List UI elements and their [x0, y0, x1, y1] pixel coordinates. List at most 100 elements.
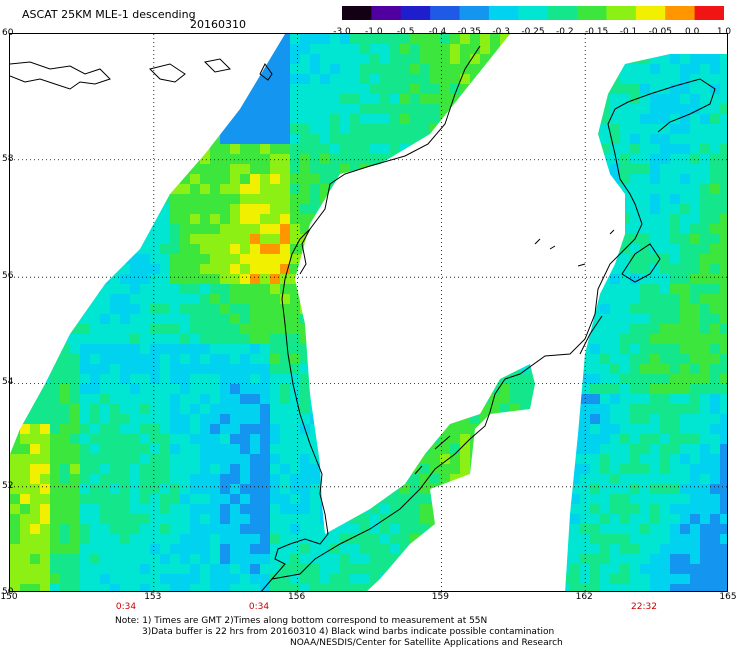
data-cell [460, 464, 470, 474]
data-cell [680, 414, 690, 424]
data-cell [470, 184, 480, 194]
data-cell [360, 194, 370, 204]
data-cell [530, 414, 535, 424]
data-cell [90, 424, 100, 434]
data-cell [290, 504, 300, 514]
data-cell [410, 544, 420, 554]
data-cell [700, 464, 710, 474]
data-cell [230, 144, 240, 154]
data-cell [710, 244, 720, 254]
data-cell [400, 94, 410, 104]
data-cell [120, 344, 130, 354]
data-cell [530, 34, 535, 44]
data-cell [120, 84, 130, 94]
data-cell [190, 354, 200, 364]
data-cell [130, 284, 140, 294]
data-cell [30, 474, 40, 484]
data-cell [250, 234, 260, 244]
data-cell [150, 224, 160, 234]
data-cell [180, 394, 190, 404]
data-cell [70, 164, 80, 174]
data-cell [700, 124, 710, 134]
data-cell [380, 294, 390, 304]
data-cell [680, 84, 690, 94]
data-cell [410, 474, 420, 484]
data-cell [370, 274, 380, 284]
data-cell [140, 424, 150, 434]
data-cell [460, 284, 470, 294]
data-cell [570, 574, 580, 584]
data-cell [250, 384, 260, 394]
data-cell [530, 104, 535, 114]
data-cell [470, 434, 480, 444]
data-cell [390, 394, 400, 404]
data-cell [180, 94, 190, 104]
data-cell [410, 174, 420, 184]
data-cell [620, 34, 630, 44]
data-cell [370, 124, 380, 134]
data-cell [610, 354, 620, 364]
data-cell [210, 274, 220, 284]
data-cell [100, 44, 110, 54]
data-cell [210, 414, 220, 424]
data-cell [440, 54, 450, 64]
data-cell [80, 404, 90, 414]
data-cell [110, 364, 120, 374]
data-cell [590, 144, 600, 154]
data-cell [380, 554, 390, 564]
data-cell [270, 394, 280, 404]
data-cell [640, 154, 650, 164]
data-cell [380, 364, 390, 374]
data-cell [520, 294, 530, 304]
data-cell [40, 474, 50, 484]
data-cell [620, 504, 630, 514]
data-cell [80, 424, 90, 434]
data-cell [100, 134, 110, 144]
data-cell [565, 524, 570, 534]
data-cell [250, 414, 260, 424]
data-cell [630, 564, 640, 574]
data-cell [510, 94, 520, 104]
data-cell [410, 274, 420, 284]
data-cell [60, 274, 70, 284]
data-cell [700, 74, 710, 84]
data-cell [350, 44, 360, 54]
data-cell [610, 434, 620, 444]
data-cell [430, 484, 440, 494]
data-cell [330, 44, 340, 54]
data-cell [510, 514, 520, 524]
data-cell [10, 514, 20, 524]
data-cell [720, 544, 727, 554]
data-cell [50, 334, 60, 344]
data-cell [660, 54, 670, 64]
data-cell [40, 114, 50, 124]
data-cell [460, 384, 470, 394]
data-cell [370, 174, 380, 184]
data-cell [300, 504, 310, 514]
data-cell [150, 144, 160, 154]
data-cell [270, 354, 280, 364]
data-cell [90, 204, 100, 214]
data-cell [220, 274, 230, 284]
data-cell [100, 384, 110, 394]
data-cell [670, 584, 680, 591]
data-cell [250, 314, 260, 324]
data-cell [565, 104, 570, 114]
data-cell [400, 314, 410, 324]
data-cell [420, 224, 430, 234]
data-cell [590, 474, 600, 484]
data-cell [150, 44, 160, 54]
data-cell [50, 234, 60, 244]
data-cell [300, 414, 310, 424]
data-cell [250, 134, 260, 144]
data-cell [360, 224, 370, 234]
data-cell [200, 244, 210, 254]
data-cell [610, 234, 620, 244]
data-cell [620, 274, 630, 284]
data-cell [130, 494, 140, 504]
data-cell [220, 584, 230, 591]
data-cell [310, 174, 320, 184]
data-cell [350, 214, 360, 224]
data-cell [670, 324, 680, 334]
data-cell [710, 104, 720, 114]
